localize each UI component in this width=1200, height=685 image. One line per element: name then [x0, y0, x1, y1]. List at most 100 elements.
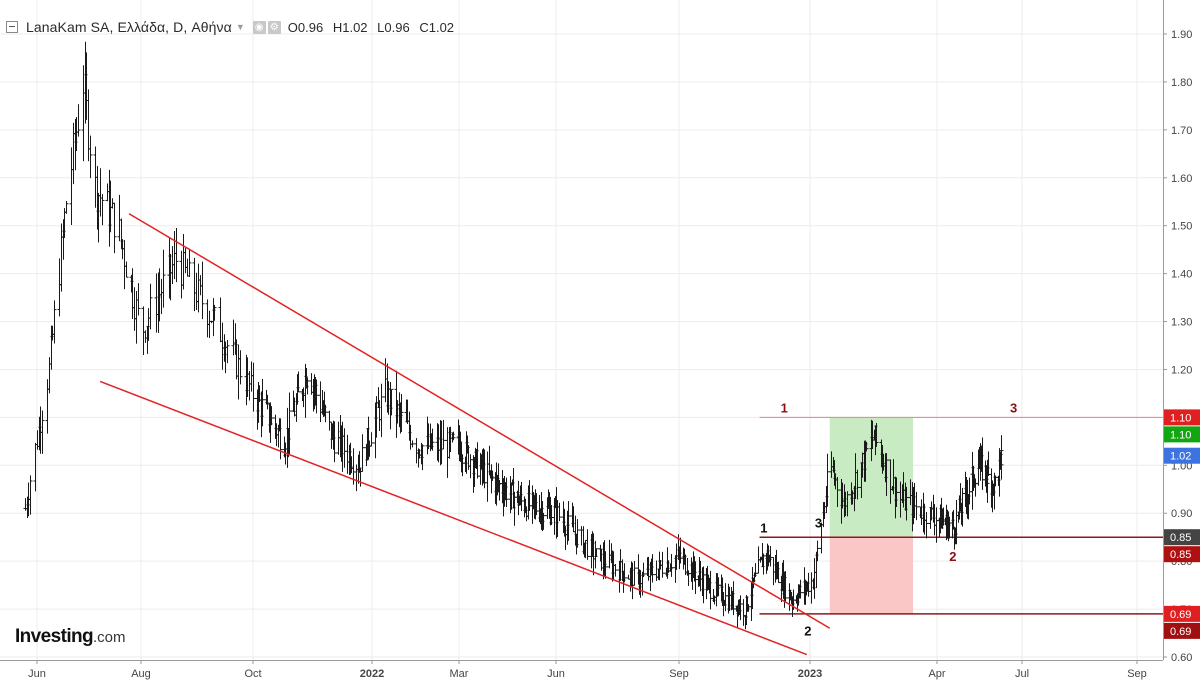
ohlc-bar[interactable]	[914, 491, 919, 521]
ohlc-bar[interactable]	[287, 392, 292, 456]
ohlc-bar[interactable]	[379, 383, 384, 438]
ohlc-bar[interactable]	[161, 249, 166, 308]
ohlc-bar[interactable]	[410, 440, 415, 448]
ohlc-bar[interactable]	[389, 388, 394, 416]
ohlc-bar[interactable]	[100, 194, 105, 226]
trendline[interactable]	[128, 213, 831, 629]
price-marker[interactable]: 0.85	[1164, 546, 1200, 563]
ohlc-bar[interactable]	[575, 519, 580, 548]
price-marker-badge	[1164, 447, 1200, 464]
instrument-title[interactable]: LanaKam SA, Ελλάδα, D, Αθήνα	[26, 19, 232, 35]
ohlc-bar[interactable]	[124, 261, 129, 278]
ohlc-bar[interactable]	[798, 579, 803, 599]
ohlc-bar[interactable]	[622, 563, 627, 583]
price-marker[interactable]: 1.02	[1164, 447, 1200, 464]
ohlc-bar[interactable]	[585, 529, 590, 560]
ohlc-bar[interactable]	[136, 283, 141, 316]
ohlc-bar[interactable]	[430, 428, 435, 451]
ohlc-bar[interactable]	[864, 441, 869, 452]
ohlc-bar[interactable]	[999, 435, 1004, 480]
ohlc-bar[interactable]	[557, 502, 562, 522]
collapse-legend-icon[interactable]	[6, 21, 18, 33]
price-marker[interactable]: 1.10	[1164, 426, 1200, 443]
ohlc-bar[interactable]	[369, 432, 374, 447]
stop-zone[interactable]	[829, 537, 914, 614]
ohlc-bar[interactable]	[632, 561, 637, 586]
ohlc-bar[interactable]	[660, 551, 665, 578]
ohlc-bar[interactable]	[924, 511, 929, 539]
ohlc-bar[interactable]	[40, 410, 45, 454]
price-axis-label: 1.30	[1171, 317, 1192, 329]
ohlc-bar[interactable]	[200, 261, 205, 320]
ohlc-bar[interactable]	[278, 418, 283, 460]
price-marker[interactable]: 1.10	[1164, 409, 1200, 426]
ohlc-bar[interactable]	[112, 202, 117, 254]
price-marker[interactable]: 0.69	[1164, 605, 1200, 622]
price-axis-label: 1.20	[1171, 364, 1192, 376]
price-marker-label: 0.85	[1170, 549, 1191, 561]
ohlc-bar[interactable]	[594, 548, 599, 558]
trendline[interactable]	[99, 380, 808, 656]
ohlc-bar[interactable]	[541, 512, 546, 530]
ohlc-bar[interactable]	[212, 304, 217, 321]
time-axis-label: Jun	[28, 668, 46, 680]
ohlc-bar[interactable]	[845, 491, 850, 517]
time-axis-label: Sep	[1127, 668, 1147, 680]
ohlc-bar[interactable]	[64, 200, 69, 214]
ohlc-bar[interactable]	[305, 377, 310, 395]
ohlc-bar[interactable]	[323, 404, 328, 423]
ohlc-bar[interactable]	[783, 571, 788, 603]
price-marker-badge	[1164, 605, 1200, 622]
ohlc-bar[interactable]	[88, 135, 93, 179]
ohlc-bar[interactable]	[225, 339, 230, 364]
ohlc-bar[interactable]	[269, 406, 274, 426]
ohlc-bar[interactable]	[825, 453, 830, 507]
price-marker[interactable]: 0.85	[1164, 529, 1200, 546]
trendlines-layer	[99, 213, 831, 656]
ohlc-bar[interactable]	[238, 350, 243, 385]
ohlc-bar[interactable]	[904, 486, 909, 521]
price-marker-badge	[1164, 426, 1200, 443]
ohlc-bar[interactable]	[296, 371, 301, 393]
time-axis-label: Apr	[928, 668, 945, 680]
ohlc-bar[interactable]	[148, 283, 153, 330]
price-marker[interactable]: 0.69	[1164, 622, 1200, 639]
ohlc-bar[interactable]	[314, 379, 319, 414]
ohlc-bar[interactable]	[669, 553, 674, 577]
chevron-down-icon[interactable]: ▼	[235, 22, 245, 32]
ohlc-bar[interactable]	[613, 564, 618, 577]
ohlc-bar[interactable]	[52, 300, 57, 344]
wave-label: 3	[1010, 401, 1017, 416]
ohlc-bar[interactable]	[260, 378, 265, 427]
ohlc-bar[interactable]	[874, 423, 879, 447]
eye-icon[interactable]: ◉	[252, 20, 266, 34]
ohlc-bar[interactable]	[815, 540, 820, 562]
ohlc-bar[interactable]	[603, 551, 608, 579]
gear-icon[interactable]: ⚙	[267, 20, 281, 34]
ohlc-bar[interactable]	[399, 394, 404, 433]
time-axis-label: Jun	[547, 668, 565, 680]
ohlc-bar[interactable]	[76, 104, 81, 137]
ohlc-bar[interactable]	[451, 431, 456, 441]
ohlc-bar[interactable]	[855, 469, 860, 500]
ohlc-bar[interactable]	[187, 248, 192, 277]
ohlc-bar[interactable]	[420, 444, 425, 471]
ohlc-bar[interactable]	[884, 453, 889, 497]
ohlc-bar[interactable]	[566, 501, 571, 541]
ohlc-bar[interactable]	[28, 475, 33, 515]
ohlc-bar[interactable]	[332, 421, 337, 463]
ohlc-bar[interactable]	[441, 419, 446, 450]
ohlc-bar[interactable]	[360, 434, 365, 472]
ohlc-bar[interactable]	[894, 477, 899, 507]
ohlc-bar[interactable]	[835, 477, 840, 508]
ohlc-bar[interactable]	[174, 228, 179, 283]
ohlc-bar[interactable]	[251, 362, 256, 412]
ohlc-bar[interactable]	[504, 477, 509, 508]
ohlc-bar[interactable]	[650, 554, 655, 583]
price-marker-label: 0.69	[1170, 609, 1191, 621]
ohlc-bar[interactable]	[641, 562, 646, 578]
ohlc-bars-layer	[23, 41, 1004, 630]
price-axis-label: 0.60	[1171, 652, 1192, 664]
